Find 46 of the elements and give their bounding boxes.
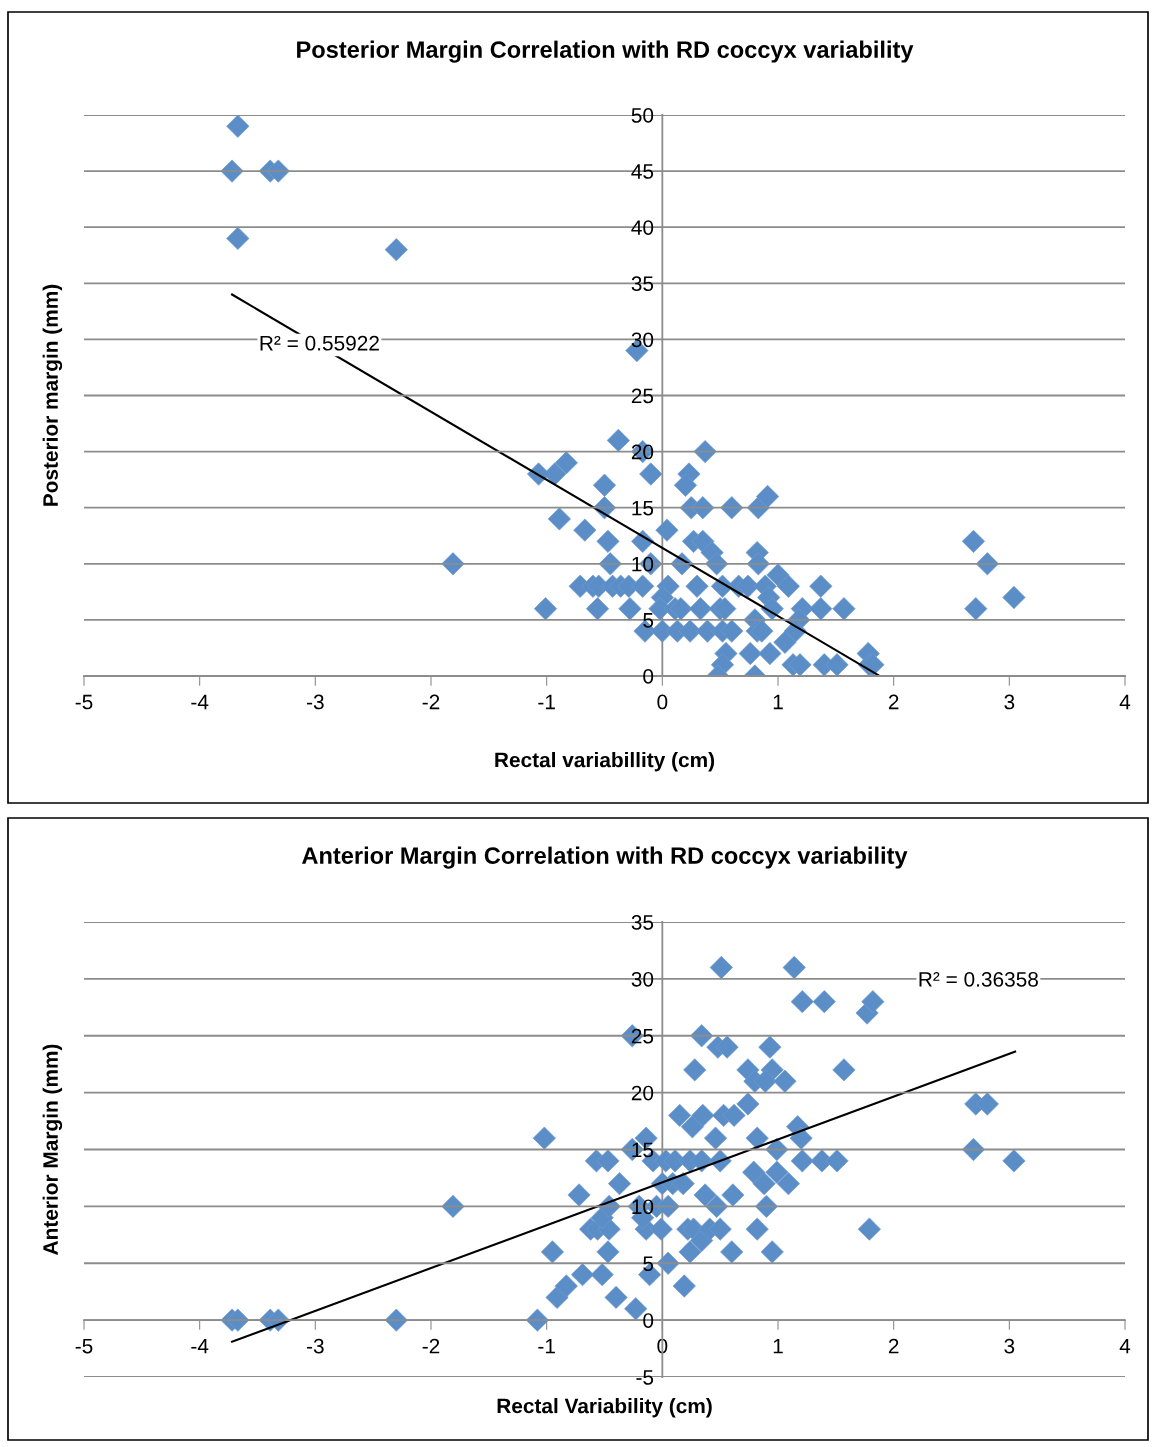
y-tick-label: -5 [636,1370,654,1385]
chart-title: Anterior Margin Correlation with RD coccyx variability [302,846,908,869]
x-tick-label: 3 [1004,694,1015,710]
x-tick-label: -5 [75,694,93,710]
y-tick-label: 10 [632,1199,654,1215]
x-tick-label: 4 [1119,1338,1131,1354]
annotation: R² = 0.36358 [919,971,1038,987]
x-tick-label: -1 [538,1338,555,1354]
y-tick-label: 45 [631,164,654,179]
y-tick-label: 20 [631,1085,654,1101]
x-tick-label: 3 [1004,1338,1015,1354]
x-tick-label: -4 [191,694,209,710]
x-tick-label: -3 [307,1338,324,1354]
y-tick-label: 5 [643,613,654,628]
x-axis-title: Rectal variabillity (cm) [495,752,715,772]
x-tick-label: 2 [888,1338,899,1354]
x-tick-label: -3 [307,694,324,710]
y-tick-label: 50 [631,108,654,123]
x-tick-label: 0 [657,1338,668,1354]
y-tick-label: 20 [631,444,654,460]
x-tick-label: -4 [191,1338,209,1354]
y-tick-label: 0 [643,669,654,684]
x-tick-label: 1 [773,694,783,710]
y-tick-label: 35 [631,915,654,930]
x-tick-label: -2 [422,694,440,710]
y-tick-label: 15 [632,500,654,516]
y-tick-label: 25 [631,388,654,404]
x-tick-label: 1 [773,1338,783,1354]
x-axis-title: Rectal Variability (cm) [497,1398,712,1418]
y-tick-label: 40 [631,220,654,235]
y-tick-label: 35 [631,276,654,292]
y-axis-title: Posterior margin (mm) [42,284,63,506]
y-tick-label: 10 [632,556,654,572]
x-tick-label: 2 [888,694,899,710]
y-axis-title: Anterior Margin (mm) [42,1044,63,1255]
x-tick-label: -5 [75,1338,93,1354]
y-tick-label: 5 [643,1256,654,1271]
annotation: R² = 0.55922 [260,335,379,351]
chart-title: Posterior Margin Correlation with RD coccyx variability [297,40,914,63]
x-tick-label: 4 [1119,694,1131,710]
y-tick-label: 0 [643,1313,654,1328]
x-tick-label: -2 [422,1338,440,1354]
x-tick-label: 0 [657,694,668,710]
y-tick-label: 30 [631,971,654,987]
x-tick-label: -1 [538,694,555,710]
y-tick-label: 30 [631,332,654,348]
